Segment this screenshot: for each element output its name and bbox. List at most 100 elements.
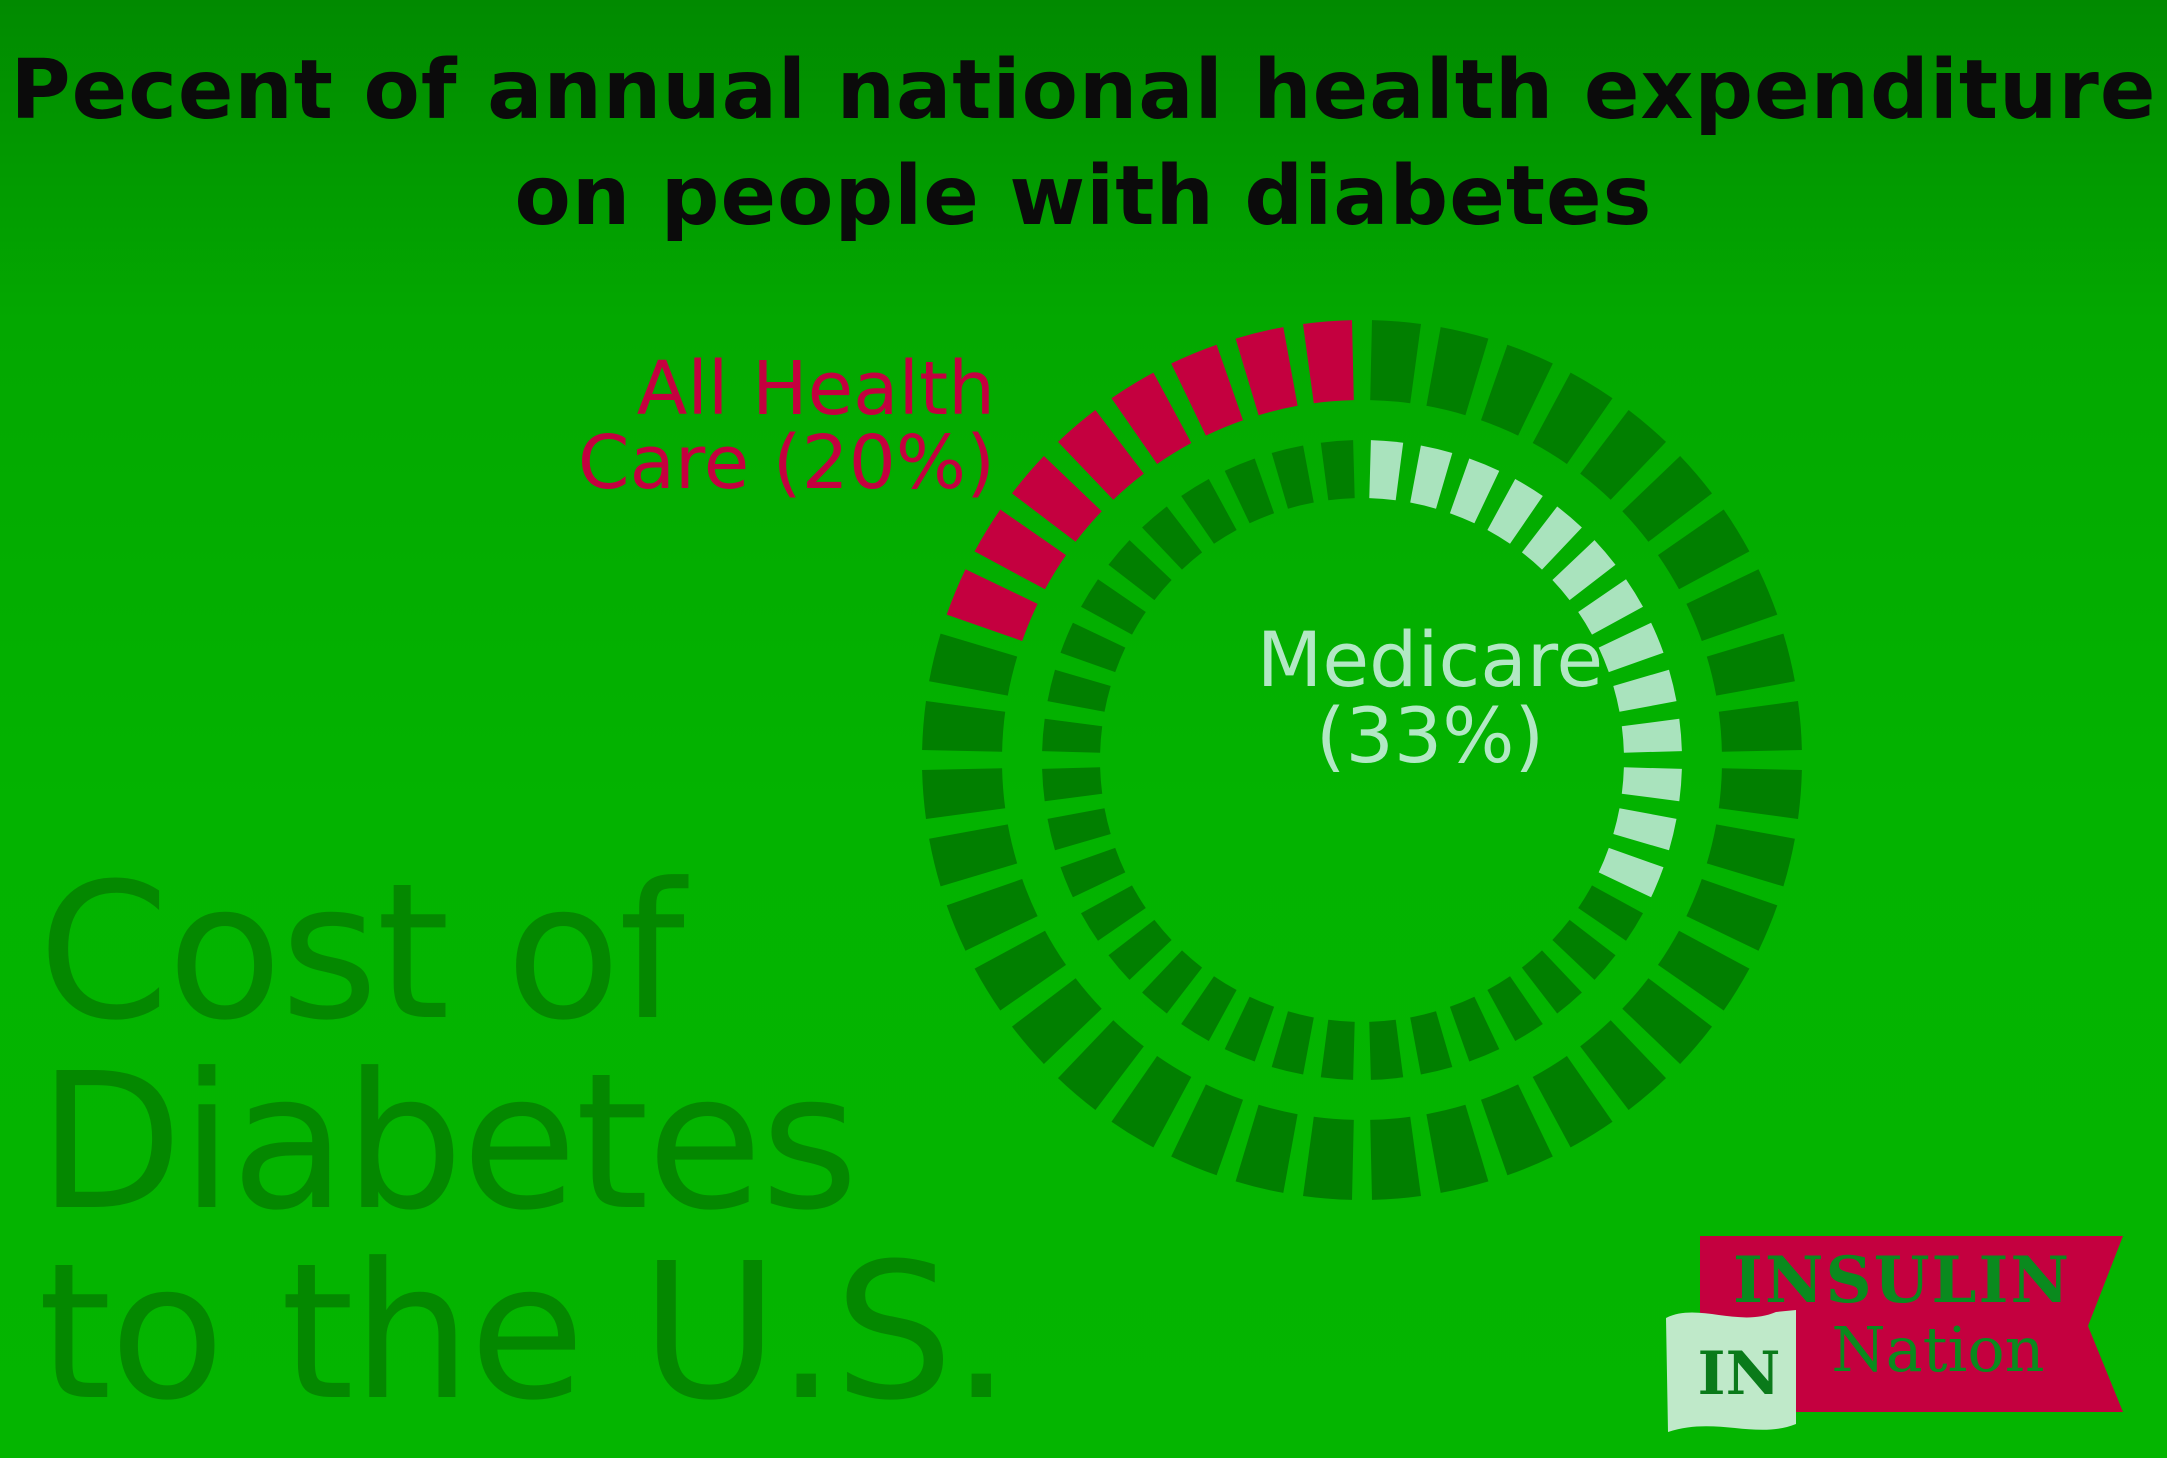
outer-ring-track-segment — [1058, 1020, 1144, 1110]
outer-ring-track-segment — [1658, 930, 1750, 1011]
outer-ring-track-segment — [1171, 1084, 1243, 1176]
inner-ring-track-segment — [1142, 506, 1203, 570]
all-health-care-label: All Health Care (20%) — [460, 352, 995, 500]
outer-ring-track-segment — [1303, 1116, 1354, 1200]
outer-ring-track-segment — [1481, 1084, 1553, 1176]
outer-ring-track-segment — [1426, 1104, 1489, 1193]
outer-ring-filled-segment — [1111, 372, 1192, 464]
inner-ring-filled-segment — [1369, 440, 1404, 501]
inner-ring-track-segment — [1552, 919, 1616, 980]
headline-line-3: to the U.S. — [38, 1223, 1011, 1442]
inner-ring-track-segment — [1108, 540, 1172, 601]
all-health-care-label-line-2: Care (20%) — [577, 420, 995, 506]
outer-ring-track-segment — [1481, 344, 1553, 436]
inner-ring-track-segment — [1320, 440, 1355, 501]
outer-ring-track-segment — [1532, 1056, 1613, 1148]
outer-ring-track-segment — [1012, 978, 1102, 1064]
inner-ring-track-segment — [1181, 479, 1237, 544]
outer-ring-filled-segment — [1058, 410, 1144, 500]
inner-ring-track-segment — [1047, 808, 1111, 851]
outer-ring-track-segment — [1658, 509, 1750, 590]
outer-ring-track-segment — [1370, 1116, 1421, 1200]
inner-ring-track-segment — [1320, 1019, 1355, 1080]
inner-ring-filled-segment — [1598, 847, 1664, 898]
outer-ring-track-segment — [946, 879, 1038, 951]
outer-ring-track-segment — [1718, 701, 1802, 752]
outer-ring-filled-segment — [1171, 344, 1243, 436]
inner-ring-filled-segment — [1613, 669, 1677, 712]
inner-ring-track-segment — [1081, 885, 1146, 941]
outer-ring-track-segment — [1718, 768, 1802, 819]
inner-ring-track-segment — [1224, 996, 1275, 1062]
logo-graphic — [1666, 1236, 2123, 1432]
inner-ring-track-segment — [1487, 976, 1543, 1041]
chart-title-line-2: on people with diabetes — [514, 149, 1653, 244]
inner-ring-track-segment — [1108, 919, 1172, 980]
inner-ring-filled-segment — [1487, 479, 1543, 544]
inner-ring-filled-segment — [1410, 445, 1453, 509]
outer-ring-track-segment — [929, 633, 1018, 696]
outer-ring-track-segment — [1111, 1056, 1192, 1148]
inner-ring-track-segment — [1521, 950, 1582, 1014]
outer-ring-track-segment — [929, 824, 1018, 887]
medicare-label-line-2: (33%) — [1315, 691, 1545, 780]
headline-line-1: Cost of — [38, 843, 685, 1062]
outer-ring-filled-segment — [1303, 320, 1354, 404]
medicare-label-line-1: Medicare — [1256, 615, 1604, 704]
outer-ring-filled-segment — [974, 509, 1066, 590]
logo-ribbon — [1700, 1236, 2123, 1412]
outer-ring-filled-segment — [1235, 327, 1298, 416]
outer-ring-track-segment — [1532, 372, 1613, 464]
inner-ring-track-segment — [1042, 767, 1103, 802]
outer-ring-track-segment — [1706, 633, 1795, 696]
logo-flag-icon — [1666, 1310, 1796, 1432]
inner-ring-filled-segment — [1613, 808, 1677, 851]
outer-ring-track-segment — [1370, 320, 1421, 404]
inner-ring-filled-segment — [1621, 718, 1682, 753]
outer-ring-track-segment — [1426, 327, 1489, 416]
inner-ring-track-segment — [1181, 976, 1237, 1041]
inner-ring-filled-segment — [1598, 622, 1664, 673]
inner-ring-filled-segment — [1621, 767, 1682, 802]
outer-ring-track-segment — [1706, 824, 1795, 887]
outer-ring-track-segment — [922, 768, 1006, 819]
inner-ring-track-segment — [1142, 950, 1203, 1014]
outer-ring-filled-segment — [946, 569, 1038, 641]
inner-ring-track-segment — [1081, 579, 1146, 635]
inner-ring-filled-segment — [1552, 540, 1616, 601]
inner-ring-track-segment — [1271, 445, 1314, 509]
outer-ring-track-segment — [1580, 1020, 1666, 1110]
inner-ring-track-segment — [1224, 458, 1275, 524]
inner-ring-track-segment — [1047, 669, 1111, 712]
logo-text-bottom: Nation — [1831, 1313, 2045, 1386]
chart-title: Pecent of annual national health expendi… — [0, 38, 2167, 250]
outer-ring-track-segment — [1622, 456, 1712, 542]
inner-ring-track-segment — [1271, 1011, 1314, 1075]
chart-title-line-1: Pecent of annual national health expendi… — [10, 43, 2157, 138]
outer-ring-track-segment — [974, 930, 1066, 1011]
outer-ring-track-segment — [1580, 410, 1666, 500]
inner-ring-track-segment — [1449, 996, 1500, 1062]
inner-ring-track-segment — [1060, 622, 1126, 673]
inner-ring-track-segment — [1410, 1011, 1453, 1075]
logo-text-top: INSULIN — [1733, 1243, 2071, 1318]
logo-mark: IN — [1697, 1339, 1781, 1409]
outer-ring-track-segment — [1235, 1104, 1298, 1193]
inner-ring-track-segment — [1042, 718, 1103, 753]
inner-ring-track-segment — [1578, 885, 1643, 941]
headline-line-2: Diabetes — [38, 1033, 859, 1252]
outer-ring-track-segment — [1686, 879, 1778, 951]
medicare-label: Medicare (33%) — [1200, 622, 1660, 774]
inner-ring-filled-segment — [1449, 458, 1500, 524]
all-health-care-label-line-1: All Health — [636, 346, 995, 432]
inner-ring-track-segment — [1060, 847, 1126, 898]
inner-ring-filled-segment — [1578, 579, 1643, 635]
outer-ring-track-segment — [922, 701, 1006, 752]
inner-ring-track-segment — [1369, 1019, 1404, 1080]
outer-ring-filled-segment — [1012, 456, 1102, 542]
outer-ring-track-segment — [1622, 978, 1712, 1064]
insulin-nation-logo: INSULIN Nation IN — [1658, 1236, 2123, 1432]
headline: Cost of Diabetes to the U.S. — [38, 843, 1011, 1442]
inner-ring-filled-segment — [1521, 506, 1582, 570]
